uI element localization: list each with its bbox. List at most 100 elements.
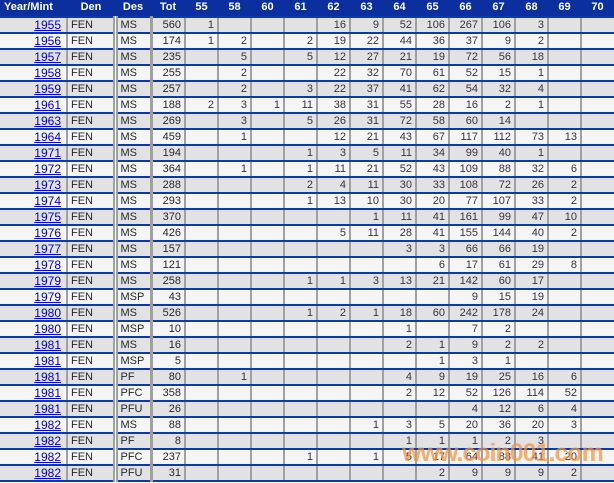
year-link[interactable]: 1981 bbox=[34, 353, 61, 368]
count-cell-55 bbox=[184, 177, 218, 194]
count-cell-58 bbox=[217, 145, 251, 162]
year-link[interactable]: 1981 bbox=[34, 401, 61, 416]
count-cell-62: 11 bbox=[316, 161, 350, 178]
tot-cell: 258 bbox=[149, 273, 185, 290]
table-row: 1979 FEN MS 258 1 1 3 13 21 142 60 17 bbox=[0, 273, 614, 290]
count-cell-61 bbox=[283, 353, 317, 370]
count-cell-61 bbox=[283, 209, 317, 226]
count-cell-58: 2 bbox=[217, 33, 251, 50]
count-cell-60 bbox=[250, 353, 284, 370]
count-cell-60 bbox=[250, 177, 284, 194]
year-link[interactable]: 1975 bbox=[34, 209, 61, 224]
count-cell-64: 28 bbox=[382, 225, 416, 242]
count-cell-60 bbox=[250, 417, 284, 434]
count-cell-69 bbox=[547, 305, 581, 322]
count-cell-64: 70 bbox=[382, 65, 416, 82]
year-link[interactable]: 1963 bbox=[34, 113, 61, 128]
year-link[interactable]: 1958 bbox=[34, 65, 61, 80]
year-link[interactable]: 1982 bbox=[34, 433, 61, 448]
count-cell-70 bbox=[580, 305, 614, 322]
count-cell-69: 2 bbox=[547, 193, 581, 210]
table-row: 1981 FEN PFU 26 4 12 6 4 bbox=[0, 401, 614, 418]
year-link[interactable]: 1976 bbox=[34, 225, 61, 240]
count-cell-69: 2 bbox=[547, 225, 581, 242]
count-cell-62 bbox=[316, 337, 350, 354]
year-link[interactable]: 1972 bbox=[34, 161, 61, 176]
year-link[interactable]: 1973 bbox=[34, 177, 61, 192]
year-link[interactable]: 1959 bbox=[34, 81, 61, 96]
year-link[interactable]: 1974 bbox=[34, 193, 61, 208]
count-cell-69: 4 bbox=[547, 401, 581, 418]
count-cell-55 bbox=[184, 273, 218, 290]
year-link[interactable]: 1982 bbox=[34, 449, 61, 464]
year-link[interactable]: 1957 bbox=[34, 49, 61, 64]
column-header-66: 66 bbox=[449, 0, 482, 18]
count-cell-69 bbox=[547, 49, 581, 66]
den-cell: FEN bbox=[66, 145, 115, 162]
year-link[interactable]: 1978 bbox=[34, 257, 61, 272]
count-cell-67: 40 bbox=[481, 145, 515, 162]
count-cell-65: 61 bbox=[415, 65, 449, 82]
count-cell-66: 242 bbox=[448, 305, 482, 322]
table-row: 1979 FEN MSP 43 9 15 19 bbox=[0, 289, 614, 306]
count-cell-69: 20 bbox=[547, 449, 581, 466]
count-cell-68: 9 bbox=[514, 465, 548, 482]
count-cell-70 bbox=[580, 289, 614, 306]
count-cell-63 bbox=[349, 257, 383, 274]
count-cell-61: 1 bbox=[283, 449, 317, 466]
table-row: 1971 FEN MS 194 1 3 5 11 34 99 40 1 bbox=[0, 145, 614, 162]
column-header-58: 58 bbox=[218, 0, 251, 18]
count-cell-68: 2 bbox=[514, 33, 548, 50]
count-cell-62: 16 bbox=[316, 17, 350, 34]
year-link[interactable]: 1980 bbox=[34, 321, 61, 336]
year-link[interactable]: 1971 bbox=[34, 145, 61, 160]
count-cell-60 bbox=[250, 33, 284, 50]
column-header-62: 62 bbox=[317, 0, 350, 18]
year-cell: 1982 bbox=[0, 433, 67, 450]
year-link[interactable]: 1979 bbox=[34, 289, 61, 304]
count-cell-63 bbox=[349, 401, 383, 418]
year-link[interactable]: 1981 bbox=[34, 369, 61, 384]
count-cell-55 bbox=[184, 145, 218, 162]
year-link[interactable]: 1961 bbox=[34, 97, 61, 112]
year-link[interactable]: 1955 bbox=[34, 17, 61, 32]
count-cell-62: 19 bbox=[316, 33, 350, 50]
table-row: 1961 FEN MS 188 2 3 1 11 38 31 55 28 16 2 1 bbox=[0, 97, 614, 114]
count-cell-55 bbox=[184, 289, 218, 306]
column-header-64: 64 bbox=[383, 0, 416, 18]
count-cell-67: 112 bbox=[481, 129, 515, 146]
count-cell-66: 60 bbox=[448, 113, 482, 130]
count-cell-64: 55 bbox=[382, 97, 416, 114]
count-cell-68: 6 bbox=[514, 401, 548, 418]
count-cell-63: 32 bbox=[349, 65, 383, 82]
count-cell-55 bbox=[184, 449, 218, 466]
year-cell: 1980 bbox=[0, 321, 67, 338]
count-cell-58: 2 bbox=[217, 65, 251, 82]
den-cell: FEN bbox=[66, 81, 115, 98]
year-link[interactable]: 1982 bbox=[34, 417, 61, 432]
count-cell-64 bbox=[382, 401, 416, 418]
year-link[interactable]: 1977 bbox=[34, 241, 61, 256]
tot-cell: 26 bbox=[149, 401, 185, 418]
count-cell-55 bbox=[184, 417, 218, 434]
count-cell-58 bbox=[217, 465, 251, 482]
count-cell-55 bbox=[184, 369, 218, 386]
year-link[interactable]: 1956 bbox=[34, 33, 61, 48]
count-cell-65: 20 bbox=[415, 193, 449, 210]
year-link[interactable]: 1979 bbox=[34, 273, 61, 288]
year-link[interactable]: 1981 bbox=[34, 385, 61, 400]
count-cell-65 bbox=[415, 289, 449, 306]
year-link[interactable]: 1980 bbox=[34, 305, 61, 320]
count-cell-55 bbox=[184, 81, 218, 98]
count-cell-69: 8 bbox=[547, 257, 581, 274]
year-link[interactable]: 1981 bbox=[34, 337, 61, 352]
column-header-55: 55 bbox=[185, 0, 218, 18]
des-cell: MS bbox=[112, 193, 151, 210]
count-cell-60 bbox=[250, 49, 284, 66]
count-cell-64: 43 bbox=[382, 129, 416, 146]
year-link[interactable]: 1964 bbox=[34, 129, 61, 144]
count-cell-62: 22 bbox=[316, 65, 350, 82]
count-cell-60 bbox=[250, 209, 284, 226]
year-link[interactable]: 1982 bbox=[34, 465, 61, 480]
